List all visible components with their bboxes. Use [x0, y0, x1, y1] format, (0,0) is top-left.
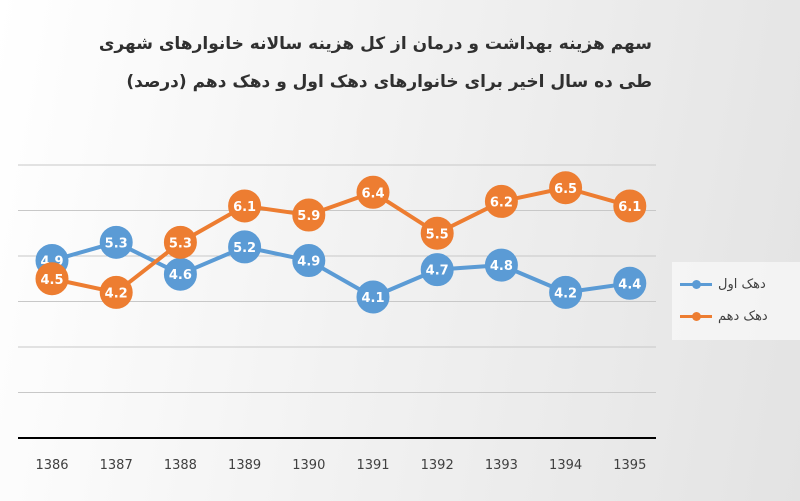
data-label: 4.9 — [297, 255, 320, 270]
x-tick-label: 1387 — [100, 458, 133, 473]
data-label: 6.4 — [361, 186, 384, 201]
x-tick-label: 1389 — [228, 458, 261, 473]
data-label: 4.5 — [40, 273, 63, 288]
data-label: 5.9 — [297, 209, 320, 224]
legend-item-decile-1: دهک اول — [680, 274, 766, 294]
data-point — [356, 175, 390, 209]
data-point — [356, 280, 390, 314]
series-line — [50, 185, 632, 295]
data-label: 5.5 — [426, 227, 449, 242]
data-label: 4.2 — [105, 286, 128, 301]
data-point — [420, 253, 454, 287]
x-tick-label: 1393 — [485, 458, 518, 473]
data-point — [484, 248, 518, 282]
data-label: 4.6 — [169, 268, 192, 283]
x-tick-label: 1395 — [613, 458, 646, 473]
legend-label-decile-1: دهک اول — [718, 276, 766, 292]
x-tick-label: 1394 — [549, 458, 582, 473]
data-label: 6.1 — [618, 200, 641, 215]
data-label: 5.2 — [233, 241, 256, 256]
data-point — [99, 225, 133, 259]
legend: دهک اول دهک دهم — [672, 262, 800, 340]
x-tick-label: 1386 — [35, 458, 68, 473]
chart-title-line-2: طی ده سال اخیر برای خانوارهای دهک اول و … — [126, 72, 652, 92]
data-point — [292, 244, 326, 278]
data-label: 5.3 — [105, 236, 128, 251]
data-point — [420, 216, 454, 250]
legend-swatch-decile-10 — [680, 310, 712, 322]
x-tick-label: 1392 — [421, 458, 454, 473]
x-tick-label: 1388 — [164, 458, 197, 473]
series-line — [50, 240, 632, 299]
data-label: 4.8 — [490, 259, 513, 274]
legend-item-decile-10: دهک دهم — [680, 306, 768, 326]
data-point — [613, 189, 647, 223]
data-point — [228, 230, 262, 264]
data-point — [163, 225, 197, 259]
legend-label-decile-10: دهک دهم — [718, 308, 768, 324]
x-tick-label: 1390 — [292, 458, 325, 473]
data-point — [292, 198, 326, 232]
legend-swatch-decile-1 — [680, 278, 712, 290]
data-label: 4.1 — [361, 291, 384, 306]
chart-title-line-1: سهم هزینه بهداشت و درمان از کل هزینه سال… — [98, 34, 652, 54]
data-point — [228, 189, 262, 223]
data-label: 4.7 — [426, 264, 449, 279]
data-point — [99, 275, 133, 309]
data-label: 4.2 — [554, 286, 577, 301]
data-label: 6.1 — [233, 200, 256, 215]
data-point — [549, 275, 583, 309]
data-label: 4.4 — [618, 277, 641, 292]
x-tick-label: 1391 — [356, 458, 389, 473]
data-label: 6.2 — [490, 195, 513, 210]
data-point — [549, 171, 583, 205]
data-point — [613, 266, 647, 300]
data-label: 5.3 — [169, 236, 192, 251]
data-point — [484, 184, 518, 218]
data-point — [35, 262, 69, 296]
data-label: 6.5 — [554, 182, 577, 197]
